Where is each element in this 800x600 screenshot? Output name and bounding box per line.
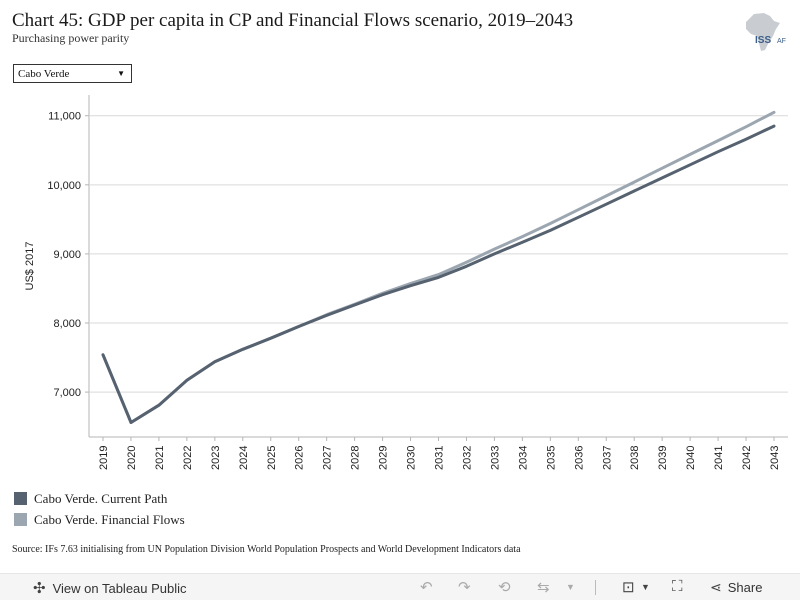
y-tick-label: 8,000	[53, 318, 81, 330]
revert-icon[interactable]: ⟲	[498, 579, 511, 596]
y-tick-label: 10,000	[47, 180, 81, 192]
y-axis-label: US$ 2017	[24, 242, 36, 291]
x-tick-label: 2038	[629, 446, 641, 470]
gridlines	[85, 115, 788, 393]
chevron-down-icon[interactable]: ▼	[641, 582, 650, 592]
x-tick-label: 2030	[406, 446, 418, 470]
x-tick-label: 2035	[545, 446, 557, 470]
y-tick-labels: 7,000 8,000 9,000 10,000 11,000	[47, 111, 81, 399]
issafrica-logo: ISS AF	[746, 13, 786, 51]
source-note: Source: IFs 7.63 initialising from UN Po…	[12, 544, 521, 555]
x-tick-label: 2019	[98, 446, 110, 470]
legend-swatch	[14, 513, 27, 526]
chevron-down-icon[interactable]: ▼	[566, 582, 575, 592]
x-tick-label: 2034	[517, 446, 529, 470]
tableau-toolbar: ✣ View on Tableau Public ↶ ↷ ⟲ ⇆ ▼ ⊡ ▼ ⛶…	[0, 573, 800, 600]
y-tick-label: 9,000	[53, 249, 81, 261]
chart-title: Chart 45: GDP per capita in CP and Finan…	[12, 10, 574, 31]
x-tick-label: 2043	[769, 446, 781, 470]
x-tick-label: 2028	[350, 446, 362, 470]
x-tick-label: 2020	[126, 446, 138, 470]
download-icon[interactable]: ⊡	[622, 579, 635, 596]
x-tick-label: 2033	[489, 446, 501, 470]
tableau-icon: ✣	[33, 580, 46, 597]
undo-icon[interactable]: ↶	[420, 579, 433, 596]
series-line-current-path[interactable]	[101, 124, 776, 424]
x-tick-label: 2024	[238, 446, 250, 470]
share-button[interactable]: ⋖ Share	[710, 579, 762, 596]
legend-swatch	[14, 492, 27, 505]
svg-text:AF: AF	[777, 38, 786, 45]
fullscreen-icon[interactable]: ⛶	[672, 578, 683, 595]
x-tick-label: 2023	[210, 446, 222, 470]
legend-item-financial-flows[interactable]: Cabo Verde. Financial Flows	[14, 509, 185, 530]
x-tick-label: 2029	[378, 446, 390, 470]
share-label: Share	[727, 580, 763, 595]
legend-label: Cabo Verde. Financial Flows	[34, 511, 185, 527]
y-tick-label: 11,000	[48, 111, 81, 123]
x-tick-label: 2031	[434, 446, 446, 470]
x-tick-label: 2042	[741, 446, 753, 470]
country-dropdown[interactable]: Cabo Verde ▼	[13, 64, 132, 83]
x-tick-label: 2041	[713, 446, 725, 470]
refresh-icon[interactable]: ⇆	[537, 579, 550, 596]
country-dropdown-value: Cabo Verde	[18, 68, 70, 80]
legend: Cabo Verde. Current Path Cabo Verde. Fin…	[14, 488, 185, 530]
x-tick-label: 2040	[685, 446, 697, 470]
chevron-down-icon: ▼	[117, 69, 125, 78]
series-lines	[101, 110, 776, 424]
y-tick-label: 7,000	[53, 387, 81, 399]
svg-text:ISS: ISS	[755, 35, 771, 46]
legend-label: Cabo Verde. Current Path	[34, 490, 168, 506]
line-chart: 7,000 8,000 9,000 10,000 11,000 2019 2020 2021…	[24, 95, 788, 470]
x-tick-label: 2039	[657, 446, 669, 470]
x-tick-label: 2025	[266, 446, 278, 470]
x-tick-label: 2026	[294, 446, 306, 470]
x-tick-label: 2037	[601, 446, 613, 470]
x-tick-labels: 2019 2020 2021 2022 2023 2024 2025 2026 2027 2028…	[98, 437, 781, 470]
x-tick-label: 2036	[573, 446, 585, 470]
legend-item-current-path[interactable]: Cabo Verde. Current Path	[14, 488, 185, 509]
share-icon: ⋖	[710, 579, 722, 595]
x-tick-label: 2022	[182, 446, 194, 470]
redo-icon[interactable]: ↷	[458, 579, 471, 596]
x-tick-label: 2032	[461, 446, 473, 470]
series-line-financial-flows[interactable]	[101, 110, 776, 424]
toolbar-divider	[595, 580, 596, 595]
view-on-tableau-link[interactable]: ✣ View on Tableau Public	[33, 579, 187, 597]
x-tick-label: 2021	[154, 446, 166, 470]
chart-subtitle: Purchasing power parity	[12, 31, 130, 45]
x-tick-label: 2027	[322, 446, 334, 470]
view-on-tableau-label: View on Tableau Public	[52, 580, 187, 596]
